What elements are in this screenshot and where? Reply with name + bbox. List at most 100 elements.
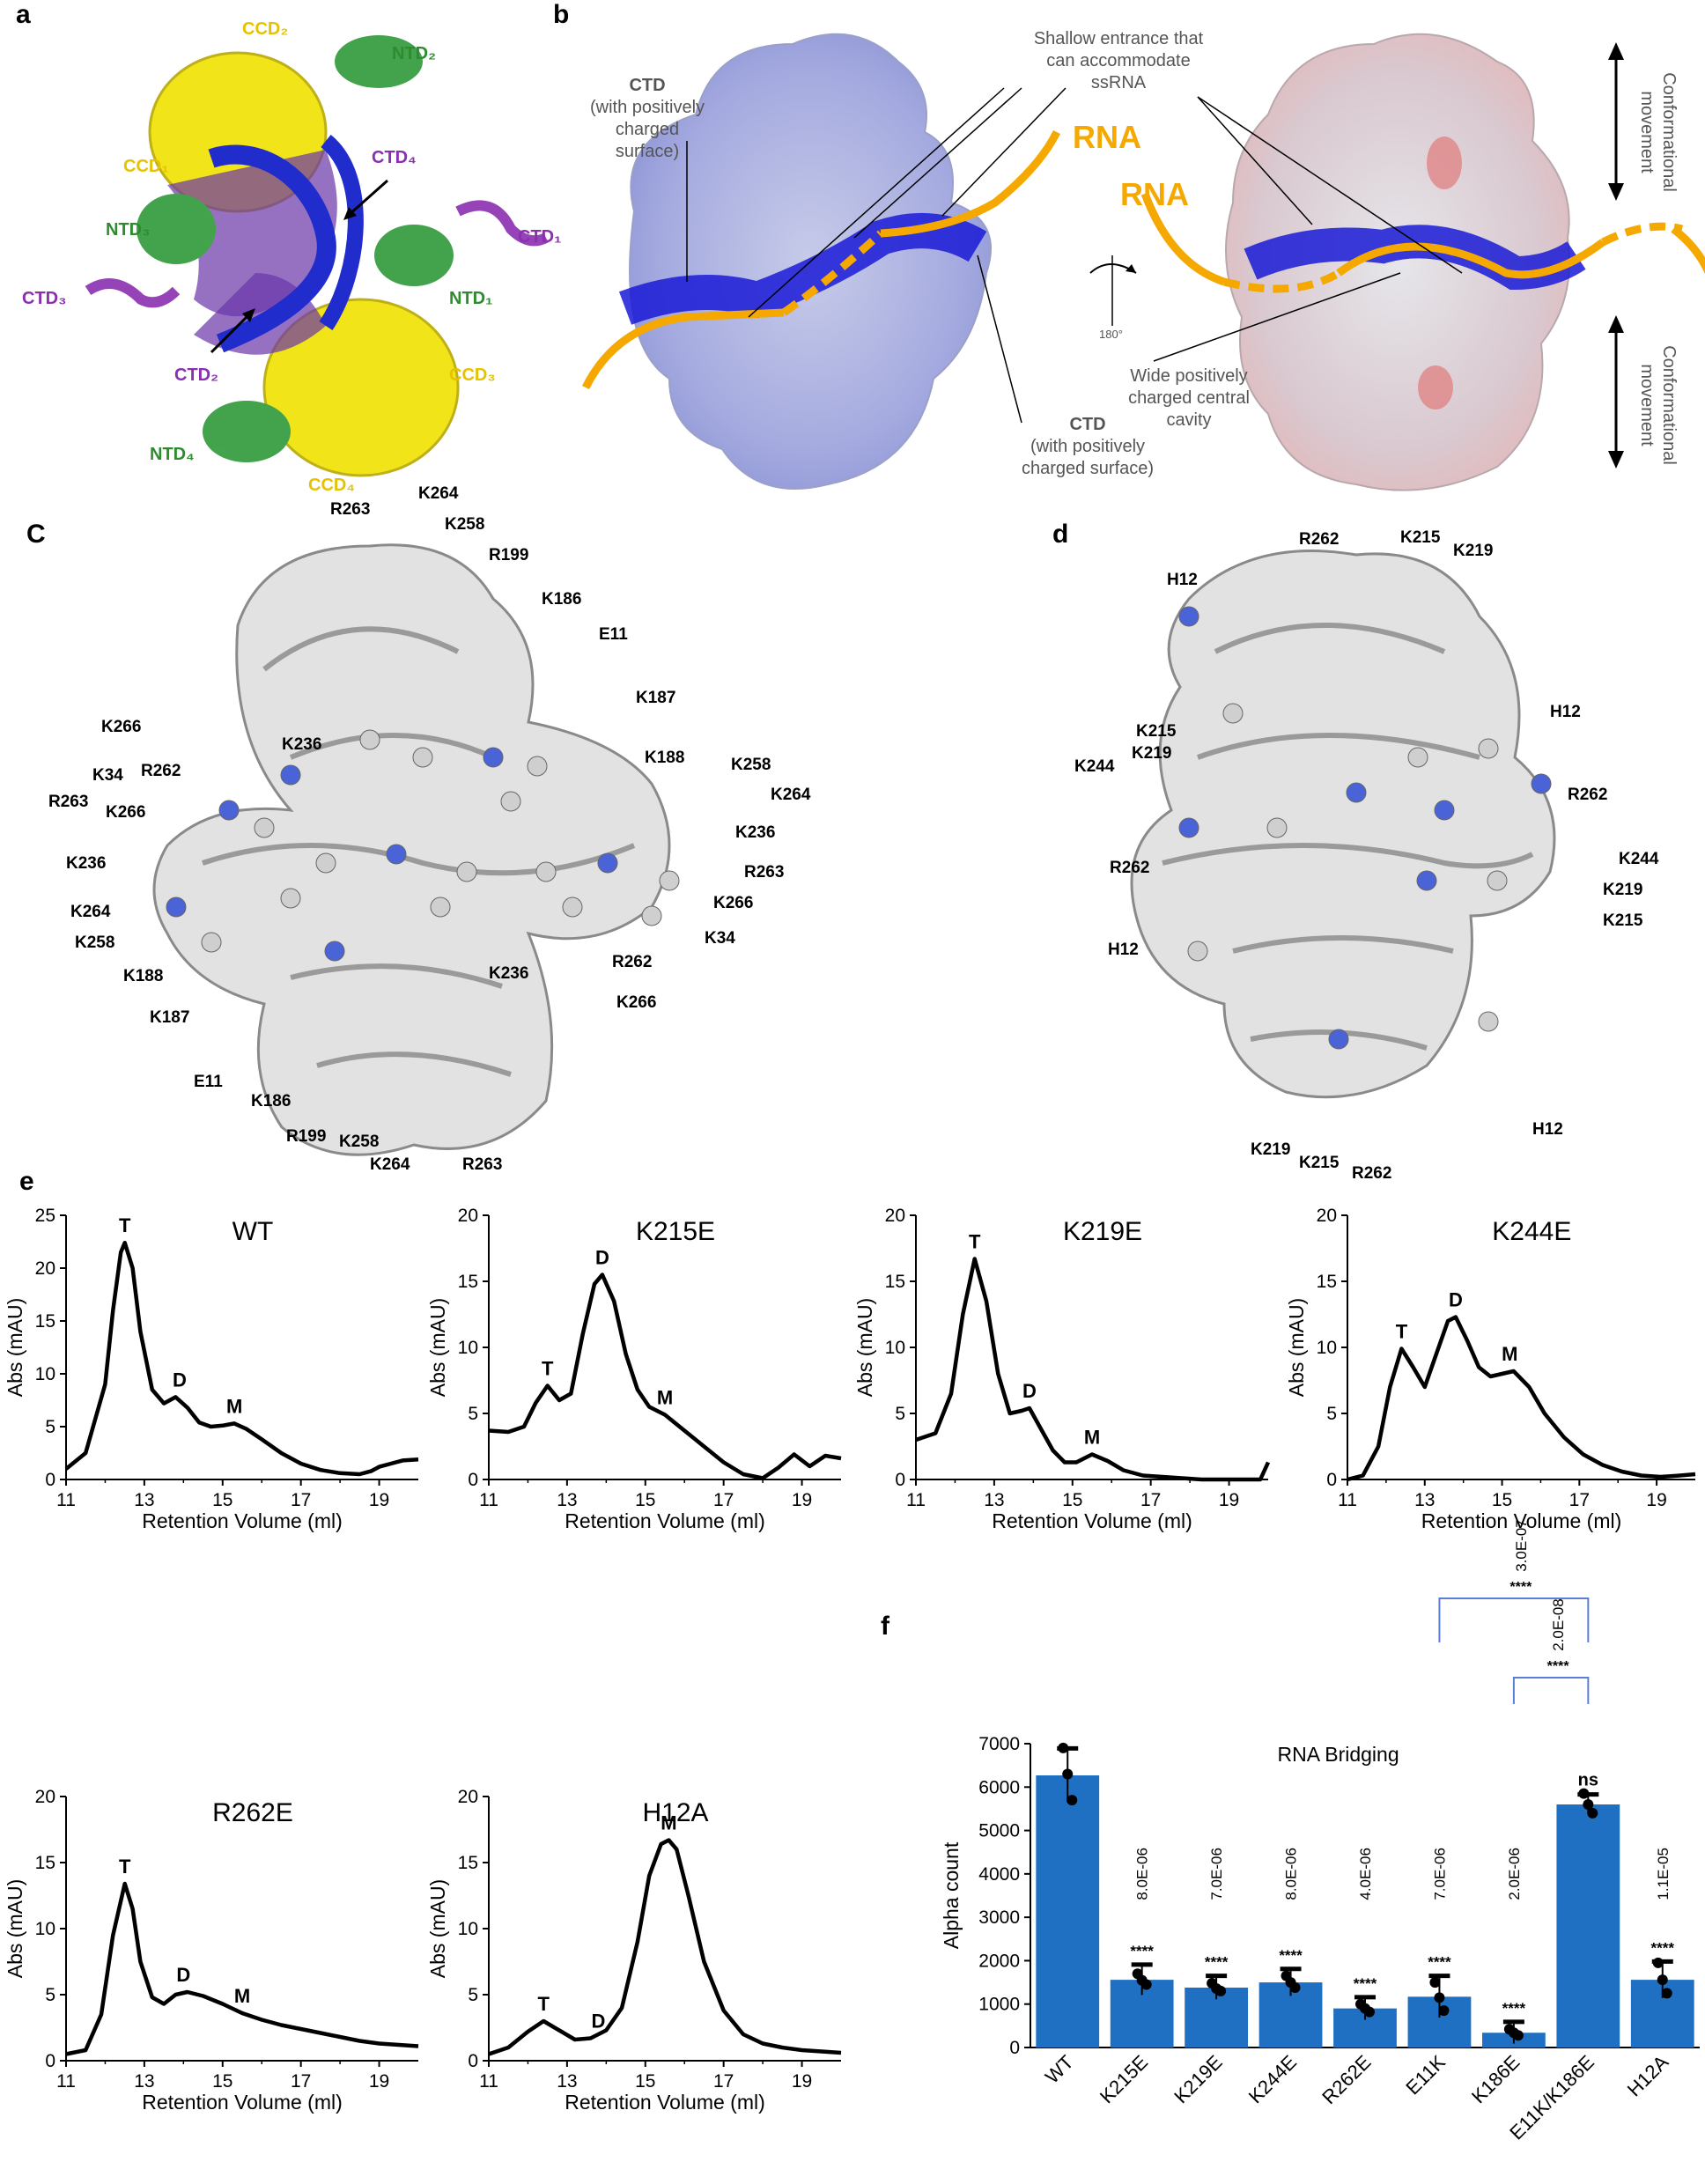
data-point <box>1429 1977 1441 1988</box>
conf-bottom-1: Conformational <box>1659 345 1679 465</box>
residue-sphere <box>359 729 380 750</box>
y-tick-label: 6000 <box>978 1777 1020 1797</box>
chromatogram-trace <box>1347 1315 1696 1482</box>
x-tick-label: 15 <box>635 2071 655 2092</box>
x-tick-label: 17 <box>291 2071 311 2092</box>
panel-b-labels: CTD (with positively charged surface) Sh… <box>564 9 1705 502</box>
label-ctd4: CTD₄ <box>372 148 417 167</box>
y-tick-label: 20 <box>35 1258 55 1279</box>
y-tick-label: 2000 <box>978 1951 1020 1971</box>
y-tick-label: 0 <box>45 2051 55 2071</box>
x-tick-label: 17 <box>291 1490 311 1510</box>
panel-letter-f: f <box>881 1612 889 1641</box>
x-tick-label: 13 <box>557 2071 577 2092</box>
d-res-17: R262 <box>1352 1164 1392 1183</box>
charts-canvas: 0 5 10 15 20 25 11 13 15 17 19 Retention Volume (ml… <box>4 1206 1700 2143</box>
ctd-left-title: CTD <box>629 76 666 95</box>
x-tick-label: 11 <box>479 1490 498 1510</box>
x-tick-label: 13 <box>134 2071 154 2092</box>
sec-chart-k215e: 0 5 10 15 20 11 13 15 17 19 Retention Volume (ml) A… <box>426 1206 842 1532</box>
data-point <box>1587 1807 1598 1819</box>
x-tick-label: 15 <box>1492 1490 1512 1510</box>
y-axis-label: Abs (mAU) <box>1285 1298 1308 1397</box>
x-axis-label: Retention Volume (ml) <box>565 2091 765 2114</box>
p-value-label: 8.0E-06 <box>1283 1848 1300 1900</box>
x-tick-label: 19 <box>369 2071 389 2092</box>
wide-cavity-1: Wide positively <box>1130 366 1248 386</box>
x-tick-label: 13 <box>1414 1490 1435 1510</box>
category-label: K215E <box>1096 2051 1152 2107</box>
c-res-1: K264 <box>418 484 459 503</box>
c-res-9: K34 <box>92 766 123 785</box>
residue-sphere <box>659 870 680 891</box>
residue-sphere <box>1178 606 1199 627</box>
x-tick-label: 17 <box>713 1490 734 1510</box>
chart-title: R262E <box>212 1798 293 1827</box>
conf-bottom-2: movement <box>1637 364 1657 446</box>
chart-title: K215E <box>636 1217 715 1246</box>
c-res-25: K187 <box>150 1008 190 1027</box>
y-tick-label: 15 <box>1317 1272 1337 1292</box>
chart-title: K244E <box>1492 1217 1571 1246</box>
p-value-label: 4.0E-06 <box>1357 1848 1374 1900</box>
residue-sphere <box>1487 870 1508 891</box>
d-res-0: R262 <box>1299 530 1340 549</box>
x-tick-label: 13 <box>984 1490 1004 1510</box>
residue-sphere <box>201 932 222 953</box>
x-tick-label: 15 <box>212 1490 232 1510</box>
y-tick-label: 20 <box>458 1787 478 1807</box>
x-axis-label: Retention Volume (ml) <box>1421 1509 1622 1532</box>
peak-label: M <box>1502 1343 1517 1365</box>
data-point <box>1583 1799 1594 1810</box>
category-label: K219E <box>1170 2051 1226 2107</box>
residue-sphere <box>1222 703 1244 724</box>
d-res-8: R262 <box>1568 786 1608 804</box>
y-tick-label: 7000 <box>978 1734 1020 1754</box>
x-tick-label: 19 <box>1646 1490 1666 1510</box>
residue-sphere <box>280 764 301 786</box>
y-tick-label: 10 <box>35 1919 55 1939</box>
c-res-19: K264 <box>70 903 111 921</box>
residue-sphere <box>315 852 336 874</box>
c-res-7: K266 <box>101 718 142 736</box>
y-tick-label: 20 <box>458 1206 478 1226</box>
data-point <box>1058 1742 1069 1753</box>
panel-a-labels: CCD₂ NTD₂ CCD₁ CTD₄ NTD₃ CTD₁ NTD₁ CTD₃ … <box>22 9 564 502</box>
significance-label: **** <box>1354 1975 1377 1992</box>
peak-label: T <box>119 1856 131 1878</box>
rotation-180: 180° <box>1099 328 1123 341</box>
d-res-5: K215 <box>1136 722 1177 741</box>
significance-bracket <box>1512 1677 1590 1704</box>
y-tick-label: 15 <box>458 1853 478 1873</box>
c-res-29: K186 <box>251 1092 292 1110</box>
sec-chart-r262e: 0 5 10 15 20 11 13 15 17 19 Retention Volume (ml) A… <box>4 1787 419 2114</box>
peak-label: T <box>542 1358 554 1380</box>
x-axis-label: Retention Volume (ml) <box>142 1509 343 1532</box>
y-tick-label: 1000 <box>978 1995 1020 2015</box>
peak-label: D <box>1022 1380 1037 1402</box>
panel-d-structure <box>1130 550 1556 1099</box>
data-point <box>1512 2030 1524 2041</box>
c-res-12: K258 <box>731 756 771 774</box>
chromatogram-trace <box>915 1257 1271 1482</box>
residue-sphere <box>535 861 557 882</box>
d-res-12: K215 <box>1603 911 1643 930</box>
significance-label: **** <box>1651 1939 1675 1956</box>
chart-title: WT <box>232 1217 274 1246</box>
y-tick-label: 10 <box>885 1338 905 1358</box>
peak-label: M <box>661 1812 676 1834</box>
ctd-bottom-title: CTD <box>1069 415 1106 434</box>
residue-sphere <box>562 896 583 918</box>
y-tick-label: 10 <box>458 1919 478 1939</box>
y-tick-label: 10 <box>35 1364 55 1384</box>
d-res-4: H12 <box>1550 703 1581 721</box>
category-label: K244E <box>1244 2051 1301 2107</box>
y-tick-label: 5 <box>468 1404 478 1424</box>
label-ccd2: CCD₂ <box>242 19 289 39</box>
d-res-9: R262 <box>1110 859 1150 877</box>
y-axis-label: Abs (mAU) <box>4 1879 26 1978</box>
rna-label-right: RNA <box>1120 176 1189 212</box>
residue-sphere <box>527 756 548 777</box>
electrostatic-surface-views <box>581 33 1705 491</box>
p-value-label: 2.0E-06 <box>1506 1848 1523 1900</box>
